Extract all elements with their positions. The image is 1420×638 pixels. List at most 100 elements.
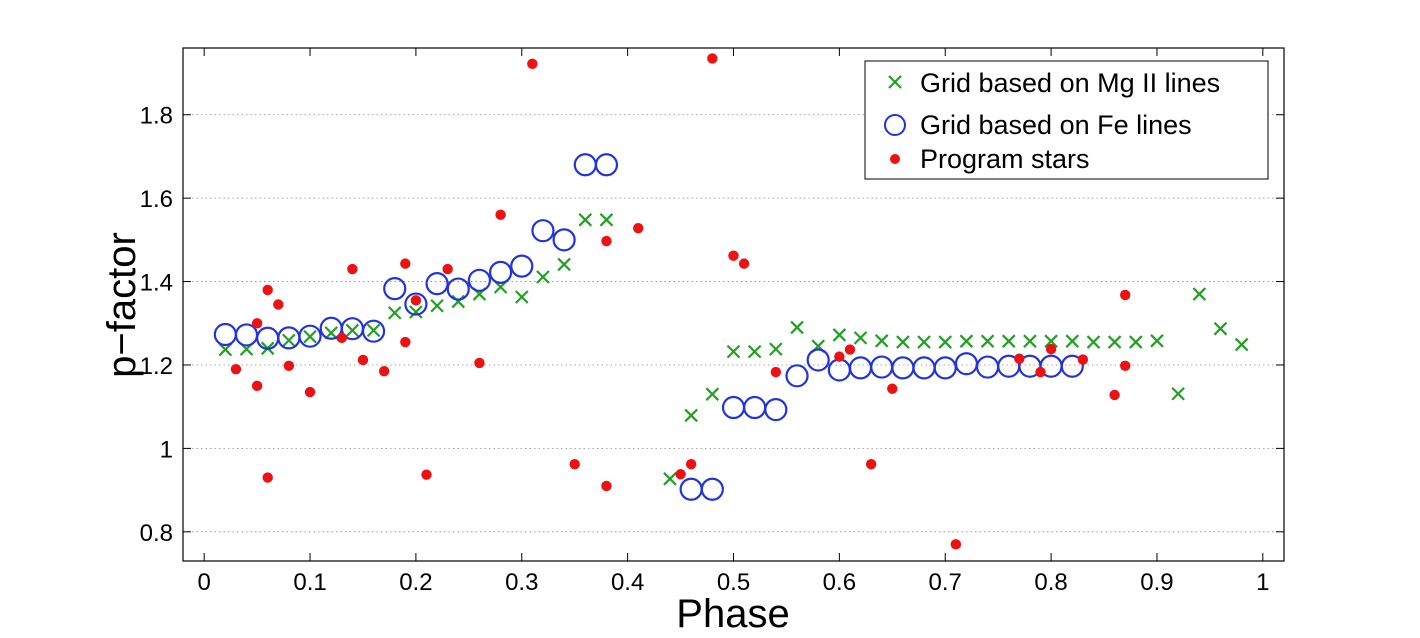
program-star-point [474, 357, 485, 369]
fe-grid-point [700, 477, 724, 501]
program-star-point [738, 258, 750, 269]
program-star-point [410, 295, 422, 306]
program-star-point [844, 344, 856, 355]
mg-grid-point [980, 334, 995, 348]
mg-grid-point [959, 334, 974, 348]
mg-grid-point [451, 294, 466, 309]
mg-grid-point [1213, 321, 1228, 336]
axis-ticks: 0.8 1 1.2 1.4 1.6 1.8 0 0.1 0.2 0.3 0.4 0.5 0.6 0.7 0.… [140, 48, 1284, 596]
y-tick-label: 1.4 [140, 270, 173, 297]
mg-grid-point [1150, 334, 1164, 348]
x-tick-label: 0.4 [611, 569, 644, 596]
y-tick-label: 1.2 [140, 353, 173, 380]
program-star-point [685, 459, 697, 470]
program-star-point [262, 472, 273, 483]
x-tick-label: 0.7 [929, 569, 962, 596]
fe-grid-point [806, 348, 830, 372]
program-star-point [442, 263, 453, 275]
program-star-point [283, 360, 295, 372]
fe-grid-point [552, 228, 576, 252]
y-tick-label: 1 [160, 436, 173, 463]
fe-grid-point [594, 153, 619, 177]
mg-grid-point [790, 320, 804, 335]
mg-grid-point [1044, 334, 1058, 348]
x-tick-label: 0.3 [505, 569, 538, 596]
legend: Grid based on Mg II lines Grid based on … [864, 60, 1269, 180]
program-star-point [251, 380, 263, 392]
x-tick-label: 0.8 [1034, 569, 1067, 596]
fe-grid-point [488, 260, 513, 284]
mg-grid-point [514, 290, 529, 304]
program-star-point [527, 58, 538, 70]
mg-grid-point [705, 387, 720, 401]
program-star-point [273, 299, 284, 310]
mg-grid-point [409, 305, 423, 319]
mg-grid-point [366, 323, 381, 338]
program-star-point [230, 363, 242, 375]
program-star-point [357, 354, 369, 366]
mg-grid-point [430, 298, 444, 313]
fe-grid-point [467, 268, 492, 292]
fe-grid-point [404, 292, 428, 316]
fe-grid-point [446, 277, 470, 301]
mg-grid-point [938, 335, 953, 349]
mg-grid-point [917, 335, 931, 349]
program-star-point [950, 539, 962, 550]
mg-grid-point [1129, 335, 1143, 349]
x-tick-label: 1 [1256, 569, 1269, 596]
program-star-point [601, 480, 612, 492]
mg-grid-point [1234, 337, 1249, 352]
program-star-point [1014, 353, 1025, 364]
program-star-point [304, 386, 316, 398]
x-tick-label: 0.2 [399, 569, 432, 596]
mg-grid-point [218, 342, 233, 357]
fe-grid-point [298, 324, 322, 348]
program-star-point [1035, 366, 1046, 378]
program-star-point [251, 318, 263, 329]
fe-grid-point [361, 319, 386, 343]
mg-grid-point [345, 323, 360, 338]
mg-grid-point [684, 408, 698, 423]
mg-grid-point [387, 306, 402, 320]
program-star-point [1120, 360, 1131, 372]
mg-grid-point [578, 213, 593, 227]
x-tick-label: 0.9 [1140, 569, 1173, 596]
program-star-point [495, 209, 506, 221]
grid-lines [183, 114, 1284, 533]
x-tick-label: 0.5 [717, 569, 750, 596]
mg-grid-point [599, 213, 614, 227]
mg-grid-point [1107, 335, 1122, 349]
mg-grid-point [853, 331, 868, 345]
x-tick-label: 0 [197, 569, 210, 596]
mg-grid-point [663, 472, 677, 486]
program-star-point [347, 263, 358, 275]
mg-grid-point [1171, 386, 1185, 401]
program-star-point [1077, 354, 1089, 365]
mg-grid-point [874, 334, 889, 348]
y-axis-label: p−factor [100, 232, 144, 378]
program-star-point [728, 250, 739, 261]
x-axis-label: Phase [676, 592, 789, 636]
program-star-point [887, 383, 898, 394]
program-star-point [569, 459, 580, 470]
program-star-point [421, 469, 432, 480]
mg-grid-point [1192, 287, 1207, 301]
program-star-point [336, 332, 347, 344]
mg-grid-point [1023, 334, 1037, 348]
legend-box [864, 60, 1269, 180]
program-star-point [707, 53, 718, 64]
program-star-point [834, 351, 845, 362]
y-tick-label: 1.6 [140, 186, 173, 213]
fe-grid-point [1060, 354, 1084, 378]
mg-grid-point [303, 329, 317, 344]
y-tick-label: 0.8 [140, 520, 173, 547]
legend-stars-marker [890, 154, 900, 164]
program-star-point [400, 336, 411, 348]
legend-stars-label: Program stars [920, 144, 1090, 174]
mg-grid-point [769, 342, 783, 356]
program-star-point [262, 284, 273, 296]
program-star-point [770, 366, 782, 378]
x-tick-label: 0.1 [293, 569, 326, 596]
legend-fe-marker [884, 114, 906, 136]
